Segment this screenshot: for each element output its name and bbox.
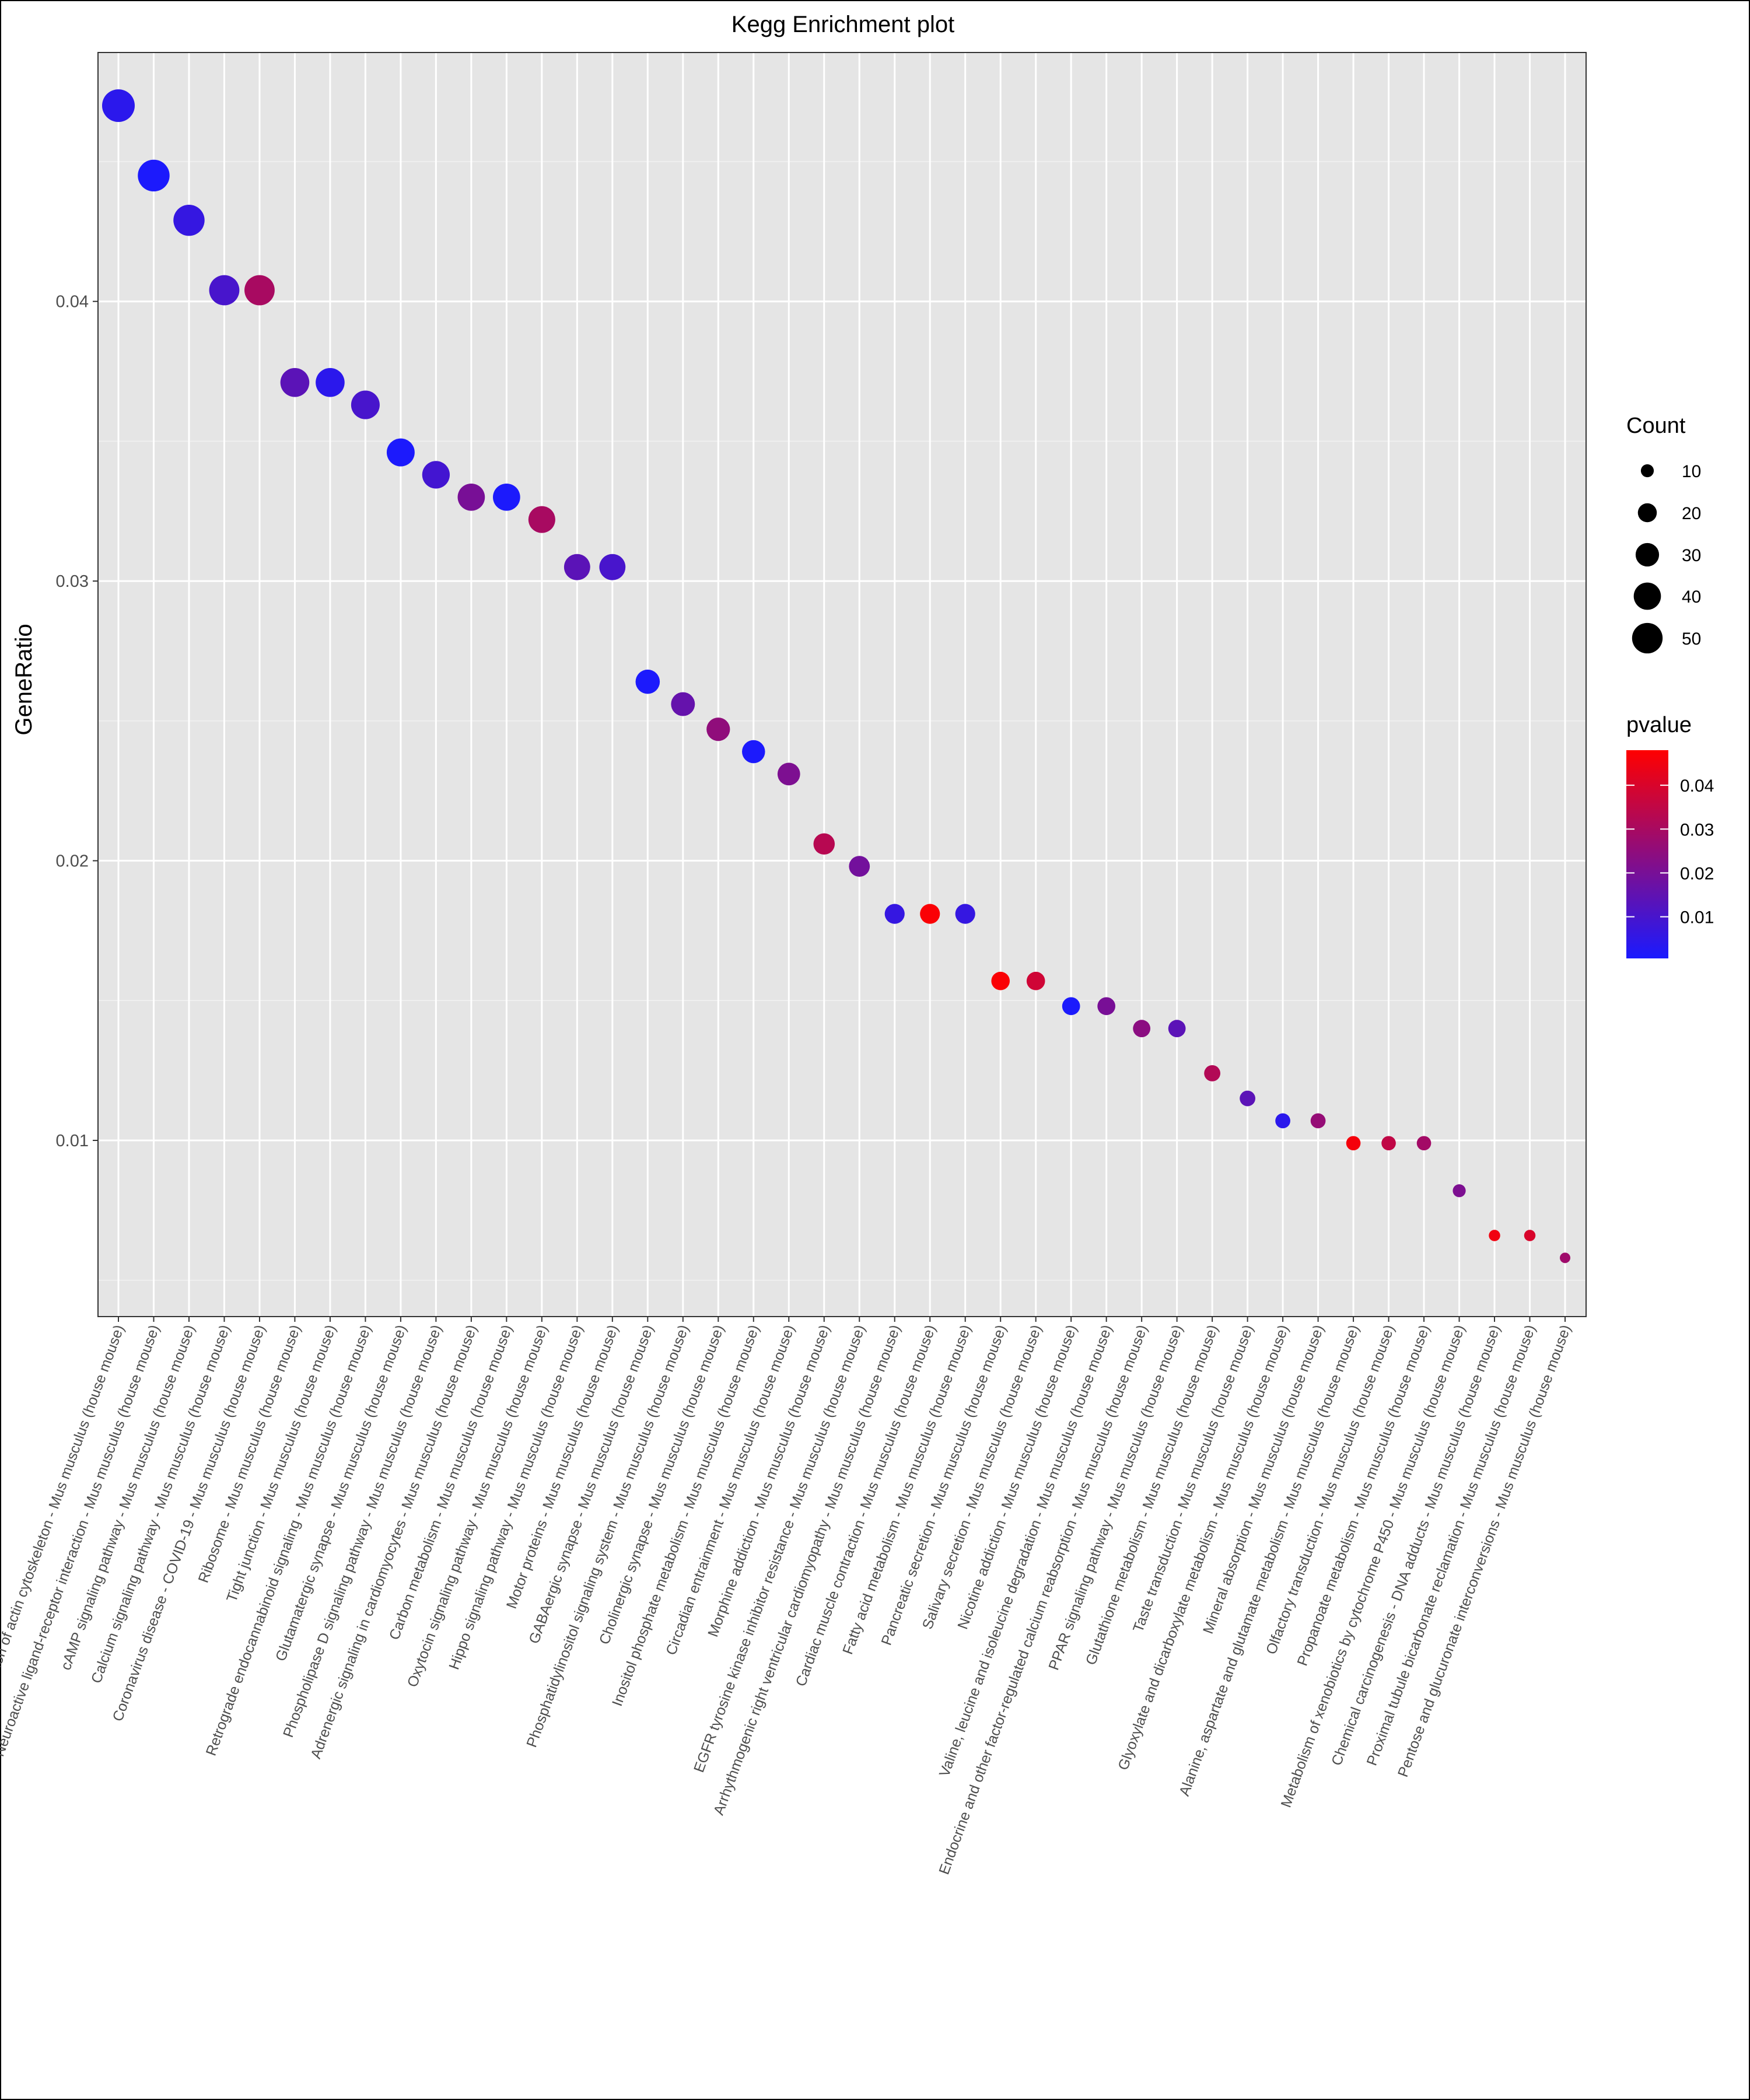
x-axis: Regulation of actin cytoskeleton - Mus m… bbox=[0, 1317, 1574, 1877]
data-point bbox=[173, 204, 205, 236]
data-point bbox=[1026, 971, 1045, 991]
data-point bbox=[671, 692, 695, 716]
panel-border bbox=[97, 52, 1587, 1317]
data-point bbox=[280, 368, 310, 397]
colorbar-label: 0.02 bbox=[1680, 864, 1714, 883]
colorbar-label: 0.01 bbox=[1680, 908, 1714, 928]
colorbar-label: 0.03 bbox=[1680, 820, 1714, 839]
data-point bbox=[813, 833, 835, 855]
data-point bbox=[955, 904, 975, 924]
size-legend-title: Count bbox=[1626, 414, 1686, 438]
data-point bbox=[1489, 1230, 1500, 1241]
data-point bbox=[493, 483, 520, 511]
size-legend-label: 40 bbox=[1682, 587, 1701, 607]
data-point bbox=[1062, 997, 1080, 1016]
data-point bbox=[1381, 1136, 1396, 1151]
y-tick-label: 0.04 bbox=[56, 293, 89, 312]
data-point bbox=[209, 275, 240, 306]
chart-title: Kegg Enrichment plot bbox=[732, 12, 954, 37]
data-point bbox=[1452, 1184, 1466, 1198]
data-point bbox=[422, 461, 450, 489]
y-tick-label: 0.02 bbox=[56, 852, 89, 871]
data-point bbox=[386, 438, 415, 467]
pvalue-colorbar bbox=[1626, 750, 1668, 958]
data-point bbox=[244, 275, 275, 306]
color-legend-title: pvalue bbox=[1626, 713, 1692, 737]
data-point bbox=[138, 159, 170, 192]
size-legend: Count 10 20 30 40 50 bbox=[1626, 414, 1701, 654]
size-legend-key bbox=[1633, 582, 1661, 610]
color-legend: pvalue 0.01 0.02 0.03 0.04 bbox=[1626, 713, 1714, 958]
data-point bbox=[599, 554, 626, 580]
data-point bbox=[635, 669, 660, 694]
data-point bbox=[991, 971, 1010, 991]
data-point bbox=[1524, 1230, 1536, 1241]
data-point bbox=[564, 554, 590, 580]
data-point bbox=[1240, 1090, 1256, 1107]
y-tick-label: 0.03 bbox=[56, 572, 89, 591]
data-point bbox=[1310, 1113, 1326, 1129]
size-legend-label: 10 bbox=[1682, 462, 1701, 481]
data-point bbox=[1097, 997, 1116, 1016]
x-tick-label: Proximal tubule bicarbonate reclamation … bbox=[1364, 1322, 1539, 1768]
size-legend-key bbox=[1635, 542, 1660, 567]
data-point bbox=[102, 89, 135, 123]
data-point bbox=[351, 390, 380, 419]
data-point bbox=[920, 904, 940, 924]
x-tick-label: Calcium signaling pathway - Mus musculus… bbox=[88, 1322, 233, 1685]
colorbar-label: 0.04 bbox=[1680, 776, 1714, 796]
data-points bbox=[102, 89, 1570, 1264]
data-point bbox=[1560, 1252, 1570, 1264]
data-point bbox=[528, 506, 555, 533]
size-legend-key bbox=[1640, 464, 1654, 478]
data-point bbox=[457, 483, 485, 511]
size-legend-label: 50 bbox=[1682, 629, 1701, 649]
data-point bbox=[1275, 1113, 1290, 1129]
size-legend-key bbox=[1632, 622, 1663, 654]
size-legend-label: 20 bbox=[1682, 504, 1701, 523]
size-legend-label: 30 bbox=[1682, 546, 1701, 565]
y-axis: 0.01 0.02 0.03 0.04 bbox=[56, 293, 98, 1150]
plot-panel bbox=[98, 52, 1586, 1317]
data-point bbox=[1168, 1020, 1186, 1038]
size-legend-key bbox=[1637, 503, 1657, 523]
x-tick-label: Adrenergic signaling in cardiomyocytes -… bbox=[307, 1322, 480, 1760]
y-axis-title: GeneRatio bbox=[11, 624, 37, 735]
data-point bbox=[706, 718, 730, 741]
grid-lines bbox=[98, 52, 1586, 1317]
x-tick-label: Retrograde endocannabinoid signaling - M… bbox=[203, 1322, 374, 1758]
y-tick-label: 0.01 bbox=[56, 1132, 89, 1150]
data-point bbox=[1204, 1065, 1221, 1082]
data-point bbox=[884, 904, 905, 924]
data-point bbox=[849, 856, 870, 877]
data-point bbox=[1133, 1020, 1151, 1038]
data-point bbox=[1346, 1136, 1361, 1151]
data-point bbox=[742, 740, 765, 764]
data-point bbox=[777, 762, 800, 786]
data-point bbox=[316, 368, 345, 397]
data-point bbox=[1416, 1136, 1432, 1151]
